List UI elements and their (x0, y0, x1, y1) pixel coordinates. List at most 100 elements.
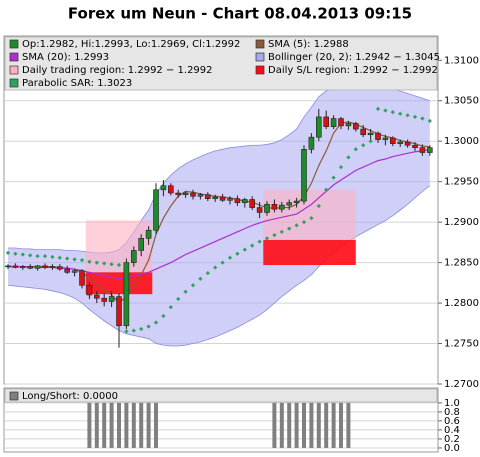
legend-label: SMA (5): 1.2988 (268, 39, 349, 50)
bar (117, 402, 121, 448)
bar (139, 402, 144, 448)
y-tick-label: 1.0 (444, 398, 460, 409)
sar-dot (213, 265, 218, 270)
bar (346, 402, 351, 448)
candle-body (160, 185, 167, 191)
legend-swatch (9, 39, 19, 49)
y-tick-label: 0.8 (444, 407, 460, 418)
y-tick-label: 0.0 (444, 443, 460, 454)
legend-swatch (9, 52, 19, 62)
bar (324, 402, 329, 448)
sar-dot (338, 164, 344, 170)
bar (339, 402, 343, 448)
sar-dot (242, 247, 247, 252)
candle-body (190, 192, 196, 197)
candle-body (116, 296, 122, 327)
sar-dot (50, 254, 55, 260)
sar-dot (183, 289, 188, 294)
candle-body (249, 199, 255, 208)
sar-dot (279, 229, 284, 234)
candle-body (404, 141, 411, 146)
candle-body (101, 297, 107, 302)
bar (309, 402, 314, 448)
candle-body (182, 192, 189, 195)
y-tick-label: 1.2750 (444, 339, 479, 350)
y-tick-label: 1.3050 (444, 96, 479, 107)
candle-body (271, 204, 278, 210)
candle-body (123, 262, 130, 327)
sar-dot (346, 155, 351, 160)
candle-body (168, 185, 174, 194)
region (263, 189, 356, 240)
bollinger-lower (7, 185, 431, 347)
candle-body (42, 265, 48, 268)
sar-dot (331, 175, 336, 180)
candle-body (330, 118, 337, 127)
candle-body (86, 284, 93, 296)
bar (279, 402, 284, 448)
y-tick-label: 0.2 (444, 434, 460, 445)
candle-body (27, 266, 34, 269)
candle-body (382, 137, 389, 140)
sar-dot (309, 215, 314, 221)
sar-dot (250, 243, 255, 248)
candle-body (323, 116, 330, 127)
bar (272, 402, 277, 448)
candle-body (412, 144, 418, 148)
bar (287, 402, 292, 448)
candle-body (131, 250, 137, 263)
sar-dot (198, 276, 203, 281)
sar-dot (316, 203, 321, 209)
candle-body (12, 265, 19, 268)
bar (154, 402, 158, 448)
indicator-line (8, 121, 430, 304)
legend-swatch (9, 78, 19, 88)
sar-dot (227, 255, 233, 260)
candle-body (56, 266, 63, 270)
candle-body (153, 189, 159, 231)
sar-dot (220, 260, 225, 265)
candle-body (397, 141, 404, 144)
bar (131, 402, 136, 448)
y-tick-label: 1.3000 (444, 136, 479, 147)
bar (109, 402, 114, 448)
legend-label: Parabolic SAR: 1.3023 (22, 78, 132, 89)
sar-dot (205, 271, 210, 276)
candle-body (79, 270, 85, 286)
y-tick-label: 1.2950 (444, 177, 479, 188)
chart-title: Forex um Neun - Chart 08.04.2013 09:15 (68, 5, 412, 23)
legend-swatch (9, 391, 19, 401)
candle-body (71, 270, 78, 273)
sar-dot (190, 283, 196, 288)
legend-swatch (9, 65, 19, 75)
candle-body (49, 266, 56, 268)
legend-swatch (255, 39, 265, 49)
legend-box (4, 36, 438, 91)
legend-swatch (255, 52, 265, 62)
candle-body (205, 194, 211, 199)
bar (124, 402, 129, 448)
candle-body (34, 265, 41, 269)
sar-dot (139, 326, 144, 332)
bar (331, 402, 336, 448)
legend-label: Daily trading region: 1.2992 − 1.2992 (22, 65, 213, 76)
candle-body (234, 198, 241, 204)
sar-dot (272, 232, 277, 238)
y-tick-label: 1.2900 (444, 217, 479, 228)
legend-label: Bollinger (20, 2): 1.2942 − 1.3045 (268, 52, 440, 63)
candle-body (19, 266, 26, 268)
y-tick-label: 1.2800 (444, 298, 479, 309)
y-tick-label: 0.4 (444, 425, 460, 436)
candle-body (227, 198, 233, 201)
candle-body (375, 132, 381, 140)
sar-dot (20, 252, 25, 257)
sar-dot (324, 187, 329, 192)
sar-dot (264, 236, 270, 241)
candle-body (219, 196, 226, 201)
candle-body (175, 192, 181, 195)
legend-label: Long/Short: 0.0000 (22, 391, 118, 402)
legend-label: SMA (20): 1.2993 (22, 52, 109, 63)
bar (94, 402, 99, 448)
candle-body (352, 123, 359, 130)
